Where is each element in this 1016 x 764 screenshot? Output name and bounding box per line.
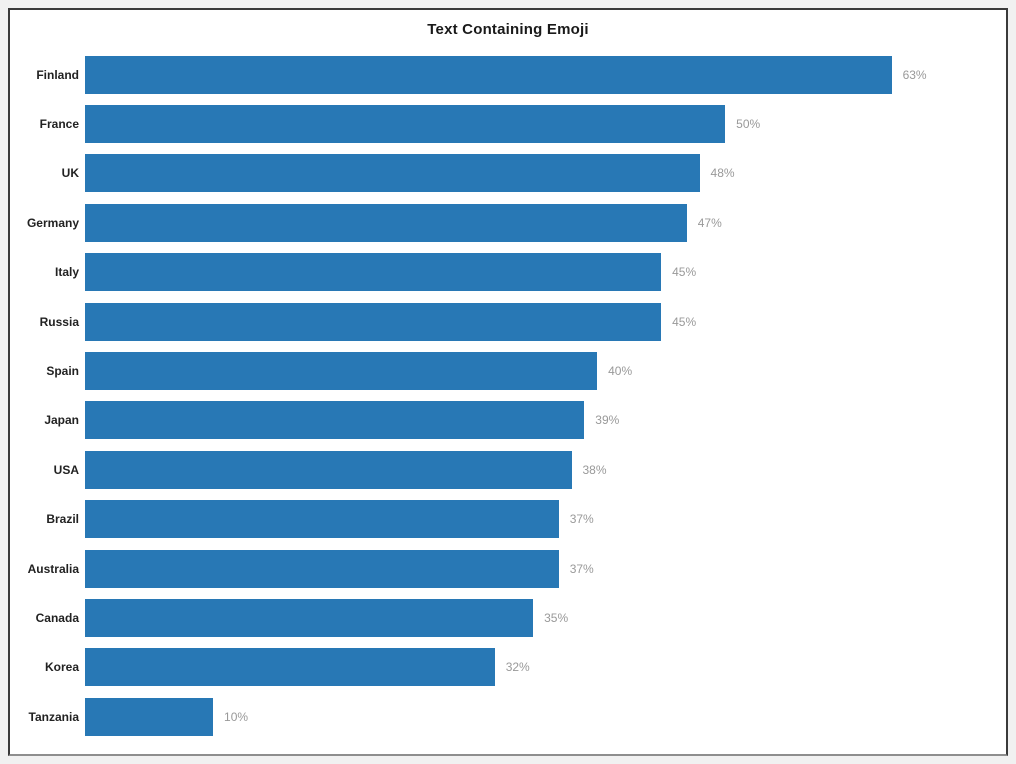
- bar: [85, 203, 687, 242]
- bar-chart: Finland 63% France 50% UK 48% Germany 47% Italy 4…: [10, 50, 1006, 741]
- category-label: Korea: [44, 660, 79, 675]
- value-label: 32%: [505, 660, 530, 675]
- bar: [85, 352, 598, 391]
- bar-track: 63%: [85, 55, 994, 94]
- value-label: 37%: [569, 561, 594, 576]
- category-label: UK: [61, 166, 79, 181]
- bar-row: Russia 45%: [10, 297, 994, 346]
- bar-track: 40%: [85, 352, 994, 391]
- category-label: Finland: [36, 67, 79, 82]
- category-label: Canada: [35, 610, 79, 625]
- value-label: 47%: [697, 215, 722, 230]
- category-label: France: [39, 117, 79, 132]
- bar-row: Canada 35%: [10, 593, 994, 642]
- bar-track: 37%: [85, 549, 994, 588]
- bar-row: USA 38%: [10, 445, 994, 494]
- bar-row: Australia 37%: [10, 544, 994, 593]
- value-label: 63%: [902, 67, 927, 82]
- bar-row: Japan 39%: [10, 396, 994, 445]
- bar: [85, 105, 726, 144]
- bar-track: 48%: [85, 154, 994, 193]
- value-label: 48%: [710, 166, 735, 181]
- bar-track: 37%: [85, 500, 994, 539]
- bar: [85, 253, 662, 292]
- value-label: 39%: [595, 413, 620, 428]
- bar-track: 50%: [85, 105, 994, 144]
- bar-track: 39%: [85, 401, 994, 440]
- bar: [85, 154, 700, 193]
- value-label: 35%: [544, 610, 569, 625]
- chart-frame: Text Containing Emoji Finland 63% France 50…: [8, 8, 1008, 756]
- chart-title: Text Containing Emoji: [427, 21, 589, 38]
- bar-row: UK 48%: [10, 149, 994, 198]
- value-label: 40%: [608, 364, 633, 379]
- bar: [85, 648, 495, 687]
- bar-track: 38%: [85, 450, 994, 489]
- value-label: 45%: [672, 314, 697, 329]
- bar: [85, 549, 559, 588]
- value-label: 38%: [582, 462, 607, 477]
- category-label: Australia: [27, 561, 79, 576]
- bar-row: Brazil 37%: [10, 495, 994, 544]
- category-label: Brazil: [46, 512, 79, 527]
- bar: [85, 401, 585, 440]
- bar-track: 32%: [85, 648, 994, 687]
- bar: [85, 697, 214, 736]
- bar-track: 45%: [85, 253, 994, 292]
- value-label: 37%: [569, 512, 594, 527]
- bar-track: 10%: [85, 697, 994, 736]
- category-label: Tanzania: [28, 709, 79, 724]
- category-label: Japan: [44, 413, 79, 428]
- category-label: Italy: [54, 265, 79, 280]
- bar-row: Germany 47%: [10, 198, 994, 247]
- value-label: 10%: [224, 709, 249, 724]
- bar: [85, 302, 662, 341]
- bar: [85, 450, 572, 489]
- bar-row: Tanzania 10%: [10, 692, 994, 741]
- bar: [85, 500, 559, 539]
- bar-row: Korea 32%: [10, 643, 994, 692]
- bar-row: Spain 40%: [10, 346, 994, 395]
- bar-row: Finland 63%: [10, 50, 994, 99]
- value-label: 50%: [736, 117, 761, 132]
- bar-row: Italy 45%: [10, 248, 994, 297]
- value-label: 45%: [672, 265, 697, 280]
- bar-row: France 50%: [10, 99, 994, 148]
- bar-track: 45%: [85, 302, 994, 341]
- category-label: Spain: [46, 364, 79, 379]
- bar-track: 35%: [85, 598, 994, 637]
- category-label: Germany: [26, 215, 79, 230]
- category-label: USA: [53, 462, 79, 477]
- category-label: Russia: [39, 314, 79, 329]
- bar: [85, 55, 892, 94]
- bar: [85, 598, 534, 637]
- bar-track: 47%: [85, 203, 994, 242]
